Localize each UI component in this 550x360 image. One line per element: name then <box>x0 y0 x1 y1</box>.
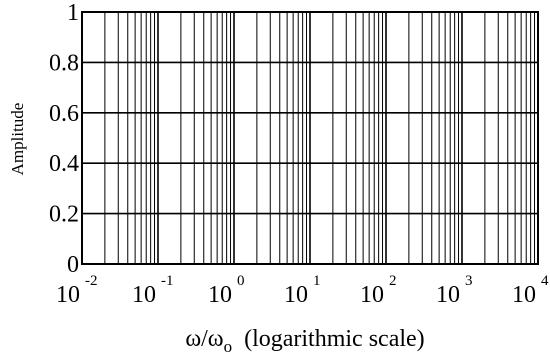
y-tick-label: 0.8 <box>49 50 79 76</box>
x-tick-exponent: 1 <box>313 273 321 289</box>
x-tick-exponent: 3 <box>465 273 473 289</box>
minor-gridlines <box>104 12 536 264</box>
x-tick-label: 10 3 <box>436 273 473 308</box>
major-gridlines <box>82 12 538 264</box>
x-tick-base: 10 <box>284 282 308 308</box>
x-tick-base: 10 <box>132 282 156 308</box>
x-tick-label: 10 2 <box>360 273 397 308</box>
x-tick-label: 10 -2 <box>56 273 98 308</box>
x-axis-label: ω/ωo (logarithmic scale) <box>185 326 424 356</box>
y-tick-label: 0.4 <box>49 151 79 177</box>
x-tick-exponent: -1 <box>161 273 174 289</box>
x-tick-base: 10 <box>360 282 384 308</box>
y-tick-label: 0.6 <box>49 101 79 127</box>
x-tick-base: 10 <box>512 282 536 308</box>
y-axis-label: Amplitude <box>8 103 27 176</box>
x-tick-exponent: -2 <box>85 273 98 289</box>
x-axis-label-sub: o <box>224 337 233 356</box>
x-tick-exponent: 4 <box>541 273 549 289</box>
plot-frame <box>81 11 539 265</box>
x-axis-label-main: ω/ω <box>185 326 223 352</box>
x-tick-label: 10 -1 <box>132 273 174 308</box>
x-tick-exponent: 0 <box>237 273 245 289</box>
y-tick-label: 1 <box>67 0 79 26</box>
x-tick-label: 10 1 <box>284 273 321 308</box>
x-tick-base: 10 <box>436 282 460 308</box>
y-tick-label: 0.2 <box>49 202 79 228</box>
x-tick-exponent: 2 <box>389 273 397 289</box>
x-tick-base: 10 <box>208 282 232 308</box>
x-axis-label-suffix: (logarithmic scale) <box>232 326 425 352</box>
x-tick-labels: 10 -2 10 -1 10 0 10 1 10 2 10 3 10 4 <box>56 273 549 308</box>
x-tick-label: 10 0 <box>208 273 245 308</box>
x-tick-label: 10 4 <box>512 273 549 308</box>
y-tick-labels: 0 0.2 0.4 0.6 0.8 1 <box>49 0 79 278</box>
x-tick-base: 10 <box>56 282 80 308</box>
y-tick-label: 0 <box>67 252 79 278</box>
